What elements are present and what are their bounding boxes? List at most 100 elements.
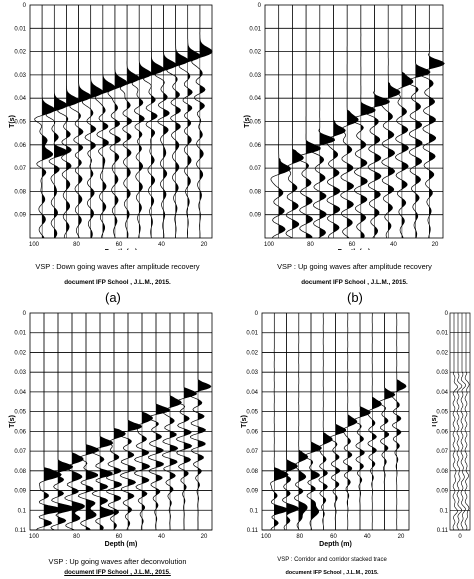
y-tick-label: 0.05 [436,410,448,416]
y-tick-label: 0.04 [14,96,26,102]
y-tick-label: 0.02 [249,50,261,56]
source-c: document IFP School , J.L.M., 2015. [64,569,171,576]
y-tick-label: 0.08 [436,469,448,475]
y-tick-label: 0.08 [14,189,26,195]
trace-fill [170,313,182,530]
trace-fill [156,313,170,530]
trace-fill [128,313,142,530]
trace-fill [347,313,357,530]
y-tick-label: 0.01 [14,26,26,32]
x-axis-label: Depth (m) [319,541,352,548]
y-tick-label: 0.04 [14,390,26,396]
y-tick-label: 0.04 [246,390,258,396]
y-tick-label: 0 [445,311,449,317]
trace-fill [360,313,371,530]
panel-a: 0 0.01 0.02 0.03 0.04 0.05 0.06 0.07 0.08 0.09 T(s… [0,0,237,305]
trace-fill [72,313,85,530]
trace-wiggle [270,313,289,531]
trace-fill [163,5,177,238]
trace-fill [114,313,126,530]
x-tick-label: 100 [29,534,40,540]
y-tick-label: 0.03 [14,370,26,376]
y-tick-label: 0.09 [246,489,258,495]
trace-fill [415,5,431,238]
x-tick-label: 80 [307,242,314,248]
y-tick-label: 0.02 [14,50,26,56]
trace-wiggle [50,313,76,531]
trace-fill [151,5,164,238]
y-tick-label: 0.07 [436,449,448,455]
panel-b: 0 0.01 0.02 0.03 0.04 0.05 0.06 0.07 0.08 0.09 T(s… [237,0,474,305]
x-tick-label: 100 [29,242,40,248]
trace-wiggle [187,313,212,530]
trace-wiggle [94,5,116,239]
y-tick-label: 0.07 [249,166,261,172]
y-tick-label: 0.01 [14,331,26,337]
seismic-section-b: 0 0.01 0.02 0.03 0.04 0.05 0.06 0.07 0.08 0.09 T(s… [244,3,445,256]
trace-fill [127,5,140,238]
x-tick-label: 60 [330,534,337,540]
y-axis-label: T(s) [244,115,251,128]
x-tick-label: 100 [261,534,272,540]
trace-wiggle [146,313,170,531]
x-tick-label: 40 [390,242,397,248]
trace-fill [278,5,291,238]
x-tick-label: 80 [73,242,80,248]
x-tick-label: 60 [349,242,356,248]
trace-fill [335,313,346,530]
y-tick-label: 0.05 [246,410,258,416]
y-tick-label: 0 [258,3,262,9]
trace-wiggle [304,313,322,531]
source-a: document IFP School , J.L.M., 2015. [64,279,171,286]
y-tick-label: 0 [255,311,259,317]
x-tick-label: 60 [116,242,123,248]
y-tick-label: 0.09 [14,489,26,495]
trace-wiggle [36,313,64,531]
caption-b: VSP : Up going waves after amplitude rec… [277,262,432,271]
y-tick-label: 0.06 [14,429,26,435]
x-tick-label: 40 [158,534,165,540]
stacked-trace-wiggle [456,313,463,531]
trace-fill [286,313,299,530]
trace-wiggle [166,5,189,239]
y-tick-label: 0.01 [249,26,261,32]
y-tick-label: 0.02 [14,350,26,356]
y-tick-label: 0.06 [249,143,261,149]
panel-label-a: (a) [105,290,121,305]
trace-fill [198,313,211,530]
stacked-trace-wiggle [460,313,467,530]
stacked-trace-e: 0 0.01 0.02 0.03 0.04 0.05 0.06 0.07 0.08 0.09 0.1… [431,311,471,540]
x-tick-label: 40 [364,534,371,540]
x-axis-label: Depth (m) [105,249,138,250]
y-axis-label: T(s) [9,115,16,128]
trace-wiggle [417,5,445,239]
x-axis-label: Depth (m) [338,249,371,250]
trace-fill [86,313,99,530]
panel-d: 0 0.01 0.02 0.03 0.04 0.05 0.06 0.07 0.08 0.09 0.1… [237,305,432,579]
x-tick-label: 60 [116,534,123,540]
y-tick-label: 0.07 [14,449,26,455]
source-b: document IFP School , J.L.M., 2015. [301,279,408,286]
panel-e: 0 0.01 0.02 0.03 0.04 0.05 0.06 0.07 0.08 0.09 0.1… [431,305,474,579]
trace-fill [78,5,92,238]
y-axis-label: T(s) [9,415,16,428]
trace-fill [372,313,382,530]
stacked-trace-wiggle [464,313,470,531]
trace-fill [311,313,322,530]
trace-wiggle [390,313,407,530]
panel-label-b: (b) [347,290,363,305]
panel-c: 0 0.01 0.02 0.03 0.04 0.05 0.06 0.07 0.08 0.09 0.1… [0,305,237,579]
y-tick-label: 0.02 [246,350,258,356]
y-tick-label: 0.1 [250,508,259,514]
caption-a: VSP : Down going waves after amplitude r… [35,262,200,271]
y-axis-label: T(s) [241,415,248,428]
y-tick-label: 0.06 [436,429,448,435]
trace-fill [298,313,308,530]
y-tick-label: 0.08 [14,469,26,475]
trace-wiggle [77,313,100,531]
trace-wiggle [318,312,333,531]
y-tick-label: 0.02 [436,350,448,356]
caption-d: VSP : Corridor and corridor stacked trac… [277,557,387,563]
trace-fill [175,5,189,238]
x-axis-label: Depth (m) [105,541,138,548]
